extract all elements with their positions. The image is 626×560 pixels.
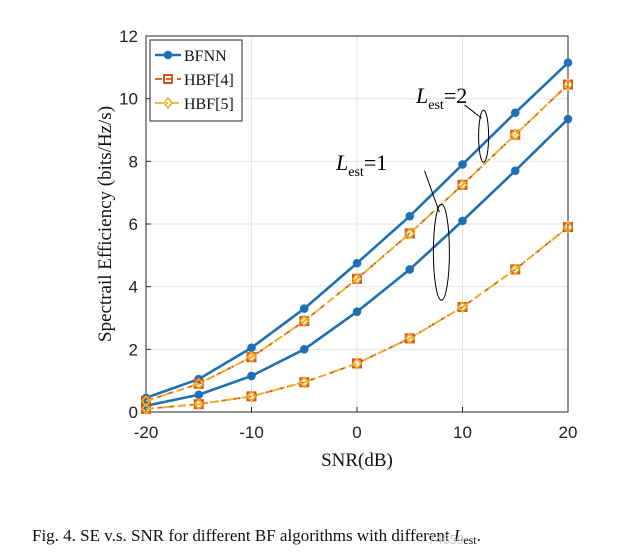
data-point	[352, 258, 362, 268]
legend-label: HBF[4]	[184, 72, 234, 89]
data-point	[299, 345, 309, 354]
legend-item: HBF[4]	[155, 72, 234, 89]
legend-marker	[163, 50, 173, 60]
series-hbf5-lest1	[141, 220, 573, 416]
legend-marker	[163, 96, 173, 110]
data-point	[246, 350, 257, 364]
y-tick-label: 8	[129, 152, 138, 171]
series-group	[141, 58, 573, 416]
data-point	[457, 178, 468, 192]
series-bfnn-lest1	[141, 114, 573, 411]
series-hbf5-lest2	[141, 78, 573, 408]
annotations: Lest=2 Lest=1	[335, 83, 490, 301]
series-line	[145, 83, 569, 402]
data-point	[405, 211, 415, 221]
legend-marker	[163, 74, 173, 84]
legend-item: HBF[5]	[155, 96, 234, 113]
y-tick-label: 6	[129, 215, 138, 234]
data-point	[404, 332, 415, 345]
chart: -20 -10 0 10 20 0 2 4 6 8 10 12 Lest=2 Lest=1 SNR(dB…	[95, 27, 577, 471]
x-axis-title: SNR(dB)	[321, 450, 393, 471]
data-point	[563, 58, 573, 67]
data-point	[193, 377, 204, 391]
caption-subscript: est	[463, 533, 477, 547]
data-point	[352, 272, 362, 286]
series-bfnn-lest2	[141, 58, 573, 403]
data-point	[510, 108, 520, 118]
legend: BFNN HBF[4] HBF[5]	[149, 39, 243, 122]
data-point	[194, 390, 204, 400]
data-point	[405, 265, 415, 274]
x-tick-label: 10	[453, 423, 472, 442]
watermark: 74659	[428, 532, 465, 547]
caption-variable: L	[453, 526, 464, 545]
data-point	[352, 357, 362, 370]
data-point	[299, 314, 310, 328]
y-axis-title: Spectrail Efficiency (bits/Hz/s)	[95, 106, 116, 342]
caption-end: .	[476, 526, 481, 545]
group-pointer	[464, 104, 482, 119]
group-label: Lest=2	[415, 83, 467, 113]
data-point	[510, 128, 521, 141]
data-point	[510, 166, 520, 176]
y-tick-label: 12	[119, 27, 138, 46]
x-tick-label: -10	[239, 423, 264, 442]
y-tick-label: 0	[129, 403, 138, 422]
x-tick-label: 20	[559, 423, 578, 442]
data-point	[563, 114, 573, 124]
group-ellipse	[478, 109, 490, 163]
figure-caption: Fig. 4. SE v.s. SNR for different BF alg…	[32, 526, 622, 548]
data-point	[141, 402, 151, 416]
x-tick-label: 0	[352, 423, 361, 442]
y-tick-label: 2	[129, 340, 138, 359]
series-line	[145, 226, 569, 410]
y-tick-label: 4	[129, 278, 138, 297]
data-point	[141, 394, 151, 408]
legend-item: BFNN	[155, 48, 227, 65]
data-point	[299, 376, 310, 389]
axis-ticks: -20 -10 0 10 20 0 2 4 6 8 10 12	[119, 27, 577, 442]
y-tick-label: 10	[119, 90, 138, 109]
group-ellipse	[432, 203, 450, 301]
group-label: Lest=1	[335, 150, 387, 180]
data-point	[247, 343, 256, 353]
data-point	[404, 227, 415, 240]
data-point	[510, 263, 521, 276]
data-point	[563, 78, 573, 91]
data-point	[247, 371, 256, 381]
data-point	[458, 160, 467, 169]
group-pointer	[424, 170, 440, 213]
legend-label: BFNN	[184, 48, 227, 65]
data-point	[299, 304, 309, 313]
data-point	[352, 307, 362, 317]
data-point	[457, 300, 468, 314]
caption-text: Fig. 4. SE v.s. SNR for different BF alg…	[32, 526, 454, 545]
data-point	[563, 220, 573, 234]
x-tick-label: -20	[134, 423, 159, 442]
data-point	[246, 390, 257, 403]
data-point	[458, 216, 467, 226]
data-point	[193, 397, 204, 411]
legend-label: HBF[5]	[184, 96, 234, 113]
